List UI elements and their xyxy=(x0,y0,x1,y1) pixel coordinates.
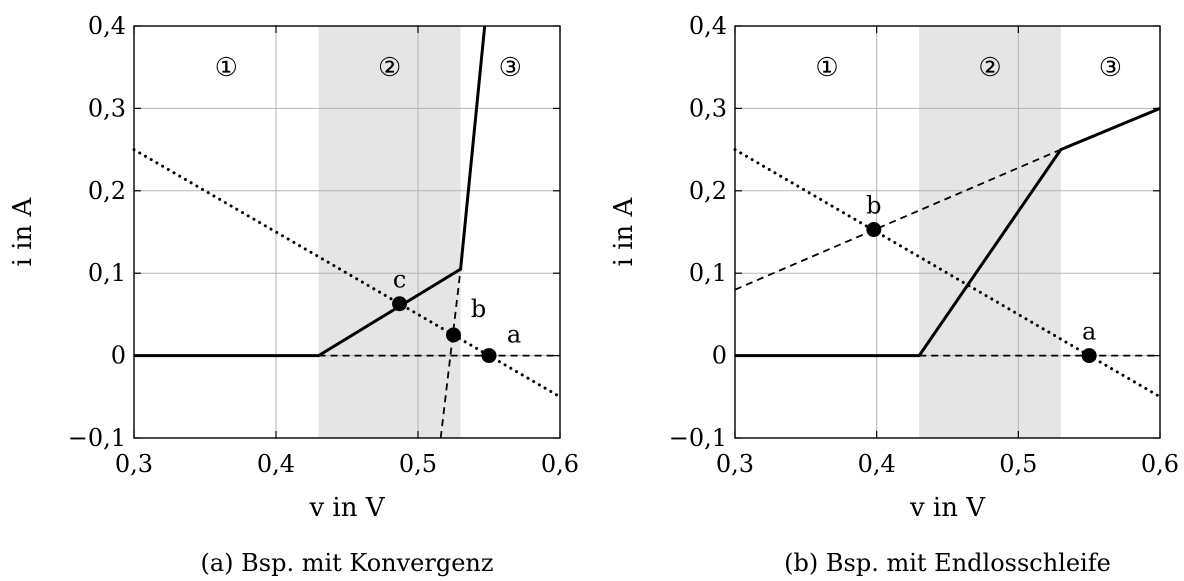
region-shade-2 xyxy=(318,26,461,438)
region-label-2: ② xyxy=(978,53,1001,83)
chart-panel-a: 0,3 0,4 0,5 0,6 −0,1 0 0,1 0,2 0,3 0,4 v in V i in … xyxy=(8,12,579,577)
plot-frame xyxy=(133,25,561,439)
region-label-1: ① xyxy=(815,53,838,83)
x-tick-label: 0,3 xyxy=(115,450,153,478)
y-tick-label: 0,3 xyxy=(689,94,727,122)
point-label-b: b xyxy=(471,295,486,323)
y-tick-label: −0,1 xyxy=(68,424,126,452)
chart-panel-b: 0,3 0,4 0,5 0,6 −0,1 0 0,1 0,2 0,3 0,4 v in V i in … xyxy=(609,12,1179,577)
point-label-a: a xyxy=(1082,318,1096,346)
y-tick-label: 0,1 xyxy=(689,259,727,287)
region-label-2: ② xyxy=(378,53,401,83)
x-tick-label: 0,5 xyxy=(999,450,1037,478)
y-tick-label: 0,2 xyxy=(88,177,126,205)
region-shade-2 xyxy=(919,26,1061,438)
x-tick-label: 0,5 xyxy=(399,450,437,478)
x-tick-label: 0,4 xyxy=(257,450,295,478)
chart-caption: (a) Bsp. mit Konvergenz xyxy=(200,549,493,577)
region-label-3: ③ xyxy=(499,53,522,83)
y-tick-label: 0,1 xyxy=(88,259,126,287)
x-tick-label: 0,6 xyxy=(1141,450,1179,478)
y-tick-label: 0,4 xyxy=(88,12,126,40)
y-tick-label: 0 xyxy=(712,342,727,370)
plot-frame xyxy=(734,25,1161,439)
y-tick-label: 0,3 xyxy=(88,94,126,122)
chart-caption: (b) Bsp. mit Endlosschleife xyxy=(784,549,1111,577)
point-marker-a xyxy=(1081,348,1097,364)
point-label-a: a xyxy=(507,321,521,349)
region-label-3: ③ xyxy=(1099,53,1122,83)
x-tick-label: 0,4 xyxy=(858,450,896,478)
point-marker-c xyxy=(392,296,408,312)
series-line-solid-1 xyxy=(134,25,487,358)
x-tick-label: 0,6 xyxy=(541,450,579,478)
x-axis-label: v in V xyxy=(909,493,986,523)
x-tick-label: 0,3 xyxy=(716,450,754,478)
y-tick-label: −0,1 xyxy=(669,424,727,452)
y-axis-label: i in A xyxy=(609,196,639,266)
point-label-b: b xyxy=(866,192,881,220)
point-marker-b xyxy=(446,327,461,343)
point-label-c: c xyxy=(393,266,406,294)
point-marker-a xyxy=(481,348,497,364)
y-tick-label: 0,4 xyxy=(689,12,727,40)
series-line-solid-1 xyxy=(735,107,1161,358)
point-marker-b xyxy=(866,222,882,238)
y-tick-label: 0,2 xyxy=(689,177,727,205)
y-tick-label: 0 xyxy=(111,342,126,370)
y-axis-label: i in A xyxy=(8,196,38,266)
region-label-1: ① xyxy=(215,53,238,83)
x-axis-label: v in V xyxy=(308,493,385,523)
series-line-dashed-4 xyxy=(439,268,462,439)
